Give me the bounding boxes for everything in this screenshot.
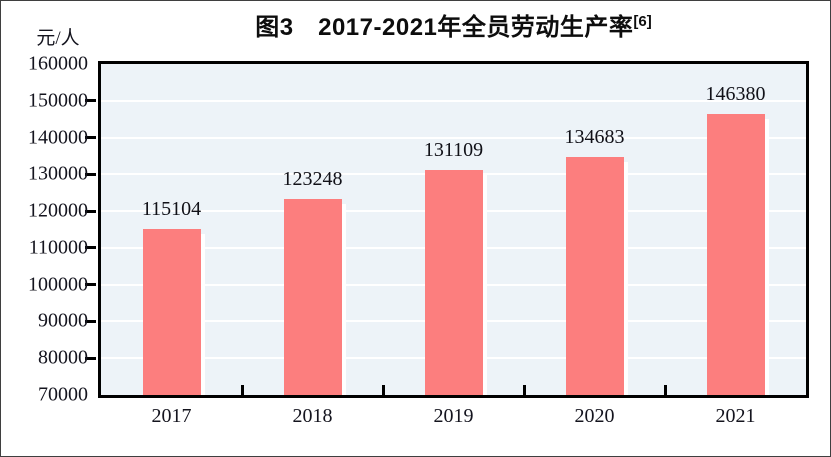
x-axis-category-label: 2020: [574, 405, 615, 427]
bar-2018: [283, 199, 342, 395]
y-axis-tick-label: 70000: [38, 383, 88, 406]
bar-value-label: 134683: [564, 126, 625, 149]
y-axis-tick-label: 80000: [38, 346, 88, 369]
y-axis-tick-label: 130000: [28, 162, 88, 185]
y-axis-tick: [85, 283, 96, 287]
y-axis-tick: [85, 172, 96, 176]
gridline: [101, 136, 806, 139]
y-axis-tick-label: 100000: [28, 273, 88, 296]
y-axis-tick-label: 120000: [28, 199, 88, 222]
x-axis-category-label: 2017: [151, 405, 192, 427]
x-axis-tick: [663, 385, 667, 395]
x-axis-tick: [240, 385, 244, 395]
x-axis-tick: [381, 385, 385, 395]
y-axis-tick-label: 90000: [38, 309, 88, 332]
y-axis-tick: [85, 246, 96, 250]
y-axis-tick-label: 160000: [28, 52, 88, 75]
y-axis-tick-label: 110000: [28, 236, 88, 259]
plot-area: 115104 123248 131109 134683 146380: [98, 61, 809, 398]
chart-title-text: 图3 2017-2021年全员劳动生产率: [255, 14, 634, 41]
y-axis-unit-label: 元/人: [36, 28, 80, 49]
bar-value-label: 146380: [705, 83, 766, 106]
y-axis-tick: [85, 136, 96, 140]
y-axis-tick: [85, 99, 96, 103]
gridline: [101, 99, 806, 102]
bar-value-label: 123248: [282, 168, 343, 191]
y-axis-tick-label: 140000: [28, 126, 88, 149]
bar-2019: [424, 170, 483, 395]
chart-title: 图3 2017-2021年全员劳动生产率[6]: [98, 7, 809, 42]
x-axis-tick: [522, 385, 526, 395]
chart-title-footnote-ref: [6]: [633, 13, 652, 30]
x-axis-category-label: 2019: [433, 405, 474, 427]
bar-value-label: 115104: [141, 198, 202, 221]
y-axis-tick-label: 150000: [28, 89, 88, 112]
bar-2020: [565, 157, 624, 395]
y-axis-tick: [85, 356, 96, 360]
bar-chart: 115104 123248 131109 134683 146380 160000 150…: [28, 53, 809, 427]
bar-2021: [706, 114, 765, 395]
bar-2017: [142, 229, 201, 395]
y-axis-tick: [85, 209, 96, 213]
x-axis-category-label: 2021: [715, 405, 756, 427]
x-axis-category-label: 2018: [292, 405, 333, 427]
bar-value-label: 131109: [423, 139, 484, 162]
y-axis-tick: [85, 319, 96, 323]
